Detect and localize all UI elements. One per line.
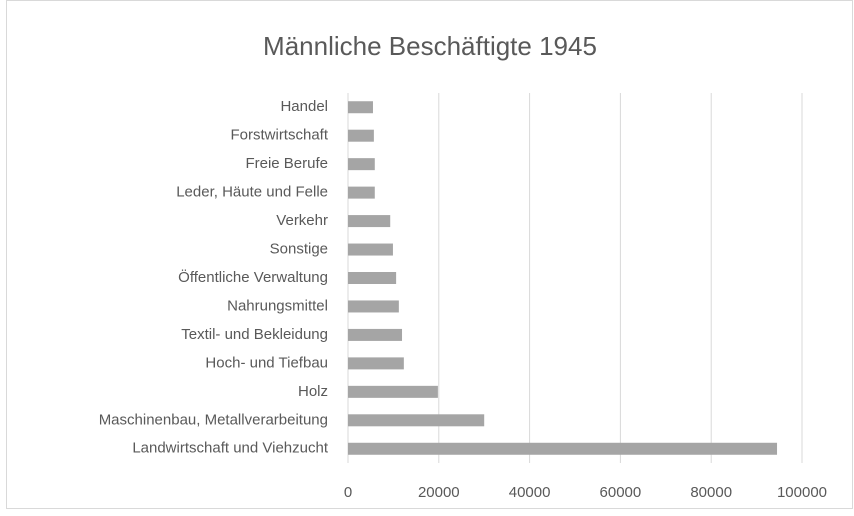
x-tick-label: 80000 xyxy=(690,484,732,501)
x-tick-label: 40000 xyxy=(509,484,551,501)
y-tick-label: Textil- und Bekleidung xyxy=(181,326,328,343)
bar xyxy=(348,101,373,114)
bar xyxy=(348,414,485,427)
y-tick-label: Leder, Häute und Felle xyxy=(176,184,328,201)
y-tick-label: Landwirtschaft und Viehzucht xyxy=(132,440,329,457)
y-tick-label: Verkehr xyxy=(276,212,328,229)
x-tick-label: 100000 xyxy=(777,484,827,501)
y-tick-label: Sonstige xyxy=(270,241,328,258)
chart-border xyxy=(6,0,853,509)
y-tick-label: Holz xyxy=(298,383,328,400)
bar xyxy=(348,300,399,313)
bar xyxy=(348,328,403,341)
x-tick-label: 20000 xyxy=(418,484,460,501)
chart-title: Männliche Beschäftigte 1945 xyxy=(263,31,597,61)
y-tick-label: Nahrungsmittel xyxy=(227,297,328,314)
x-tick-label: 60000 xyxy=(600,484,642,501)
bar xyxy=(348,158,375,171)
bar xyxy=(348,215,391,228)
y-tick-label: Handel xyxy=(280,98,328,115)
bar xyxy=(348,129,374,142)
y-tick-label: Hoch- und Tiefbau xyxy=(205,354,328,371)
x-tick-label: 0 xyxy=(344,484,352,501)
y-tick-label: Forstwirtschaft xyxy=(230,127,328,144)
bar xyxy=(348,243,393,256)
y-tick-label: Freie Berufe xyxy=(245,155,328,172)
bar xyxy=(348,442,778,455)
y-tick-label: Öffentliche Verwaltung xyxy=(178,268,328,286)
bar xyxy=(348,357,404,370)
bar xyxy=(348,385,438,398)
bar xyxy=(348,272,397,284)
y-tick-label: Maschinenbau, Metallverarbeitung xyxy=(99,411,328,428)
bar xyxy=(348,186,375,199)
